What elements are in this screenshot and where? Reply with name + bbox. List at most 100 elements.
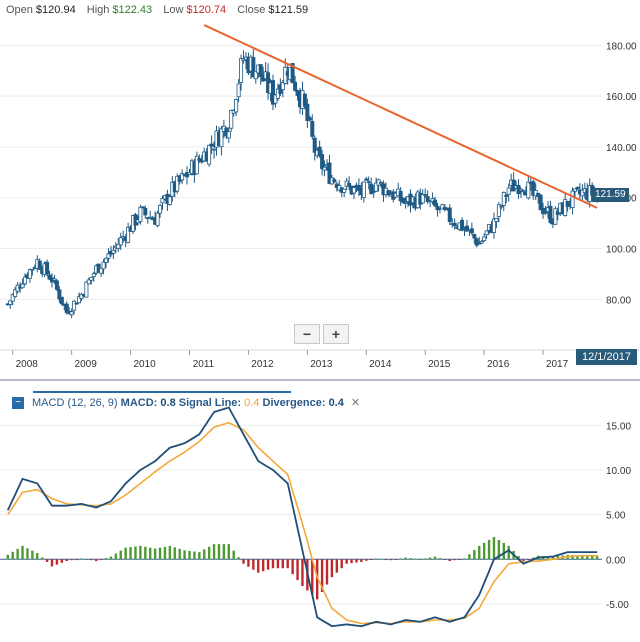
divergence-bar (193, 551, 196, 560)
candle-body (312, 137, 317, 153)
divergence-bar (389, 559, 393, 561)
divergence-bar (222, 544, 226, 560)
divergence-bar (379, 558, 383, 560)
last-price-flag: 121.59 (592, 188, 629, 202)
candle-body (209, 143, 214, 147)
close-indicator-icon[interactable]: ✕ (350, 397, 361, 409)
divergence-bar (581, 555, 584, 560)
divergence-bar (473, 550, 476, 560)
divergence-bar (335, 559, 339, 573)
candle-body (69, 311, 74, 316)
divergence-bar (149, 547, 152, 560)
macd-tick-label: 5.00 (606, 511, 626, 522)
candle-body (433, 199, 438, 207)
divergence-bar (399, 558, 402, 560)
year-tick-label: 2012 (251, 359, 274, 370)
macd-value: 0.8 (160, 397, 176, 409)
divergence-bar (551, 556, 555, 560)
divergence-bar (527, 559, 530, 561)
divergence-bar (217, 544, 221, 560)
collapse-toggle-icon[interactable]: − (12, 397, 24, 410)
candle-body (258, 64, 263, 77)
divergence-bar (595, 555, 599, 560)
zoom-out-button[interactable]: − (294, 324, 320, 344)
signal-line (7, 421, 598, 625)
candle-body (447, 207, 452, 223)
candle-body (167, 196, 172, 205)
candle-body (452, 222, 457, 227)
divergence-bar (198, 552, 201, 560)
candle-body (543, 211, 548, 214)
divergence-bar (188, 550, 191, 560)
macd-tick-label: 10.00 (606, 466, 631, 477)
candle-body (106, 253, 111, 259)
candle-body (425, 196, 430, 203)
signal-value: 0.4 (244, 397, 260, 409)
macd-line (6, 406, 598, 628)
candles-group (5, 49, 600, 319)
divergence-bar (590, 555, 594, 560)
candle-body (229, 109, 234, 129)
candle-body (197, 158, 202, 161)
candle-body (270, 80, 275, 105)
candle-body (236, 83, 241, 98)
candle-body (116, 243, 121, 249)
candle-body (565, 201, 570, 207)
divergence-bar (419, 559, 422, 561)
divergence-bar (109, 556, 113, 560)
divergence-bar (507, 545, 510, 560)
divergence-bar (129, 547, 132, 560)
divergence-bar (517, 556, 520, 560)
divergence-bar (497, 539, 501, 560)
candle-body (361, 181, 366, 199)
year-tick-label: 2015 (428, 359, 451, 370)
year-tick-label: 2014 (369, 359, 392, 370)
divergence-bar (80, 558, 83, 560)
candle-body (575, 186, 580, 189)
price-tick-label: 100.00 (606, 245, 637, 256)
candle-body (13, 289, 18, 297)
candle-body (563, 199, 568, 216)
candle-body (251, 57, 256, 78)
divergence-bar (320, 559, 324, 592)
candle-body (320, 154, 325, 170)
divergence-bar (6, 554, 10, 560)
divergence-bar (124, 547, 127, 560)
candle-body (30, 268, 35, 271)
close-value: $121.59 (268, 4, 309, 16)
divergence-bar (330, 559, 334, 578)
divergence-bar (345, 559, 348, 564)
divergence-bar (168, 545, 172, 560)
divergence-bar (394, 559, 397, 561)
candle-body (332, 179, 337, 183)
divergence-bar (70, 559, 73, 561)
candle-body (118, 237, 123, 246)
candle-body (8, 300, 13, 305)
zoom-in-button[interactable]: + (323, 324, 349, 344)
divergence-bar (247, 559, 250, 567)
candle-body (504, 195, 509, 197)
candle-body (99, 267, 104, 274)
divergence-bar (178, 548, 181, 560)
candle-body (386, 190, 391, 196)
divergence-bar (232, 550, 235, 560)
candle-body (239, 58, 244, 83)
divergence-bar (374, 558, 378, 560)
macd-legend: − MACD (12, 26, 9) MACD: 0.8 Signal Line:… (12, 396, 361, 410)
macd-label: MACD: (120, 397, 158, 409)
candle-body (207, 144, 212, 165)
candle-body (138, 206, 143, 222)
divergence-bar (478, 545, 481, 560)
candle-body (143, 208, 148, 216)
candle-body (482, 236, 487, 241)
divergence-bar (90, 559, 93, 561)
candle-body (317, 146, 322, 157)
candle-body (305, 103, 310, 122)
candle-body (126, 226, 131, 243)
candle-body (403, 202, 408, 205)
divergence-bar (532, 557, 535, 560)
candle-body (327, 162, 332, 184)
candle-body (310, 121, 315, 137)
divergence-bar (227, 544, 230, 560)
